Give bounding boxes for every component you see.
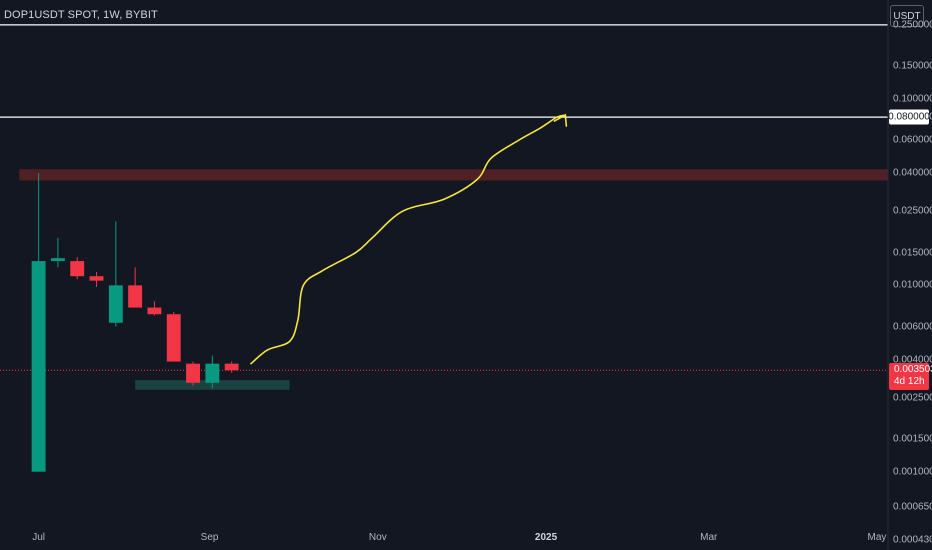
candle-body-9 [205,363,220,383]
last-price-tag: 0.003503 4d 12h [889,363,932,391]
price-tick-label: 0.004000 [893,354,932,365]
level-price-tag: 0.080000 [888,109,930,125]
price-tick-label: 0.250000 [893,19,932,31]
candle-body-6 [147,307,162,315]
price-tick-label: 0.002500 [893,392,932,404]
price-tick-label: 0.000430 [893,534,932,546]
price-tick-label: 0.000650 [893,501,932,513]
projection-arrowhead [553,113,568,127]
candle-body-10 [224,363,239,371]
time-tick-label: Mar [700,532,718,543]
candle-body-2 [70,261,85,277]
candle-body-4 [108,285,123,323]
price-tick-label: 0.150000 [893,60,932,72]
time-tick-label: May [867,532,887,543]
candle-body-7 [166,314,181,362]
time-tick-label: Sep [200,532,219,543]
candle-body-5 [128,285,143,308]
currency-button[interactable]: USDT [890,5,924,27]
time-tick-label: Jul [32,532,45,543]
candle-body-1 [50,258,65,262]
time-tick-label: Nov [368,532,387,543]
price-tick-label: 0.060000 [893,134,932,146]
price-tick-label: 0.001000 [893,466,932,478]
projection-drawing [250,114,567,365]
price-tick-label: 0.006000 [893,321,932,333]
time-tick-label: 2025 [534,532,558,543]
candle-body-0 [31,261,46,472]
resistance-zone [19,169,889,181]
bar-countdown: 4d 12h [894,376,925,388]
price-tick-label: 0.025000 [893,205,932,217]
candle-body-8 [186,363,200,383]
price-tick-label: 0.015000 [893,247,932,259]
candle-body-3 [89,276,104,281]
price-tick-label: 0.010000 [893,279,932,291]
price-tick-label: 0.001500 [893,433,932,445]
last-price-value: 0.003503 [894,364,932,376]
price-tick-label: 0.040000 [893,167,932,179]
price-tick-label: 0.100000 [893,93,932,105]
symbol-title: DOP1USDT SPOT, 1W, BYBIT [4,9,158,21]
